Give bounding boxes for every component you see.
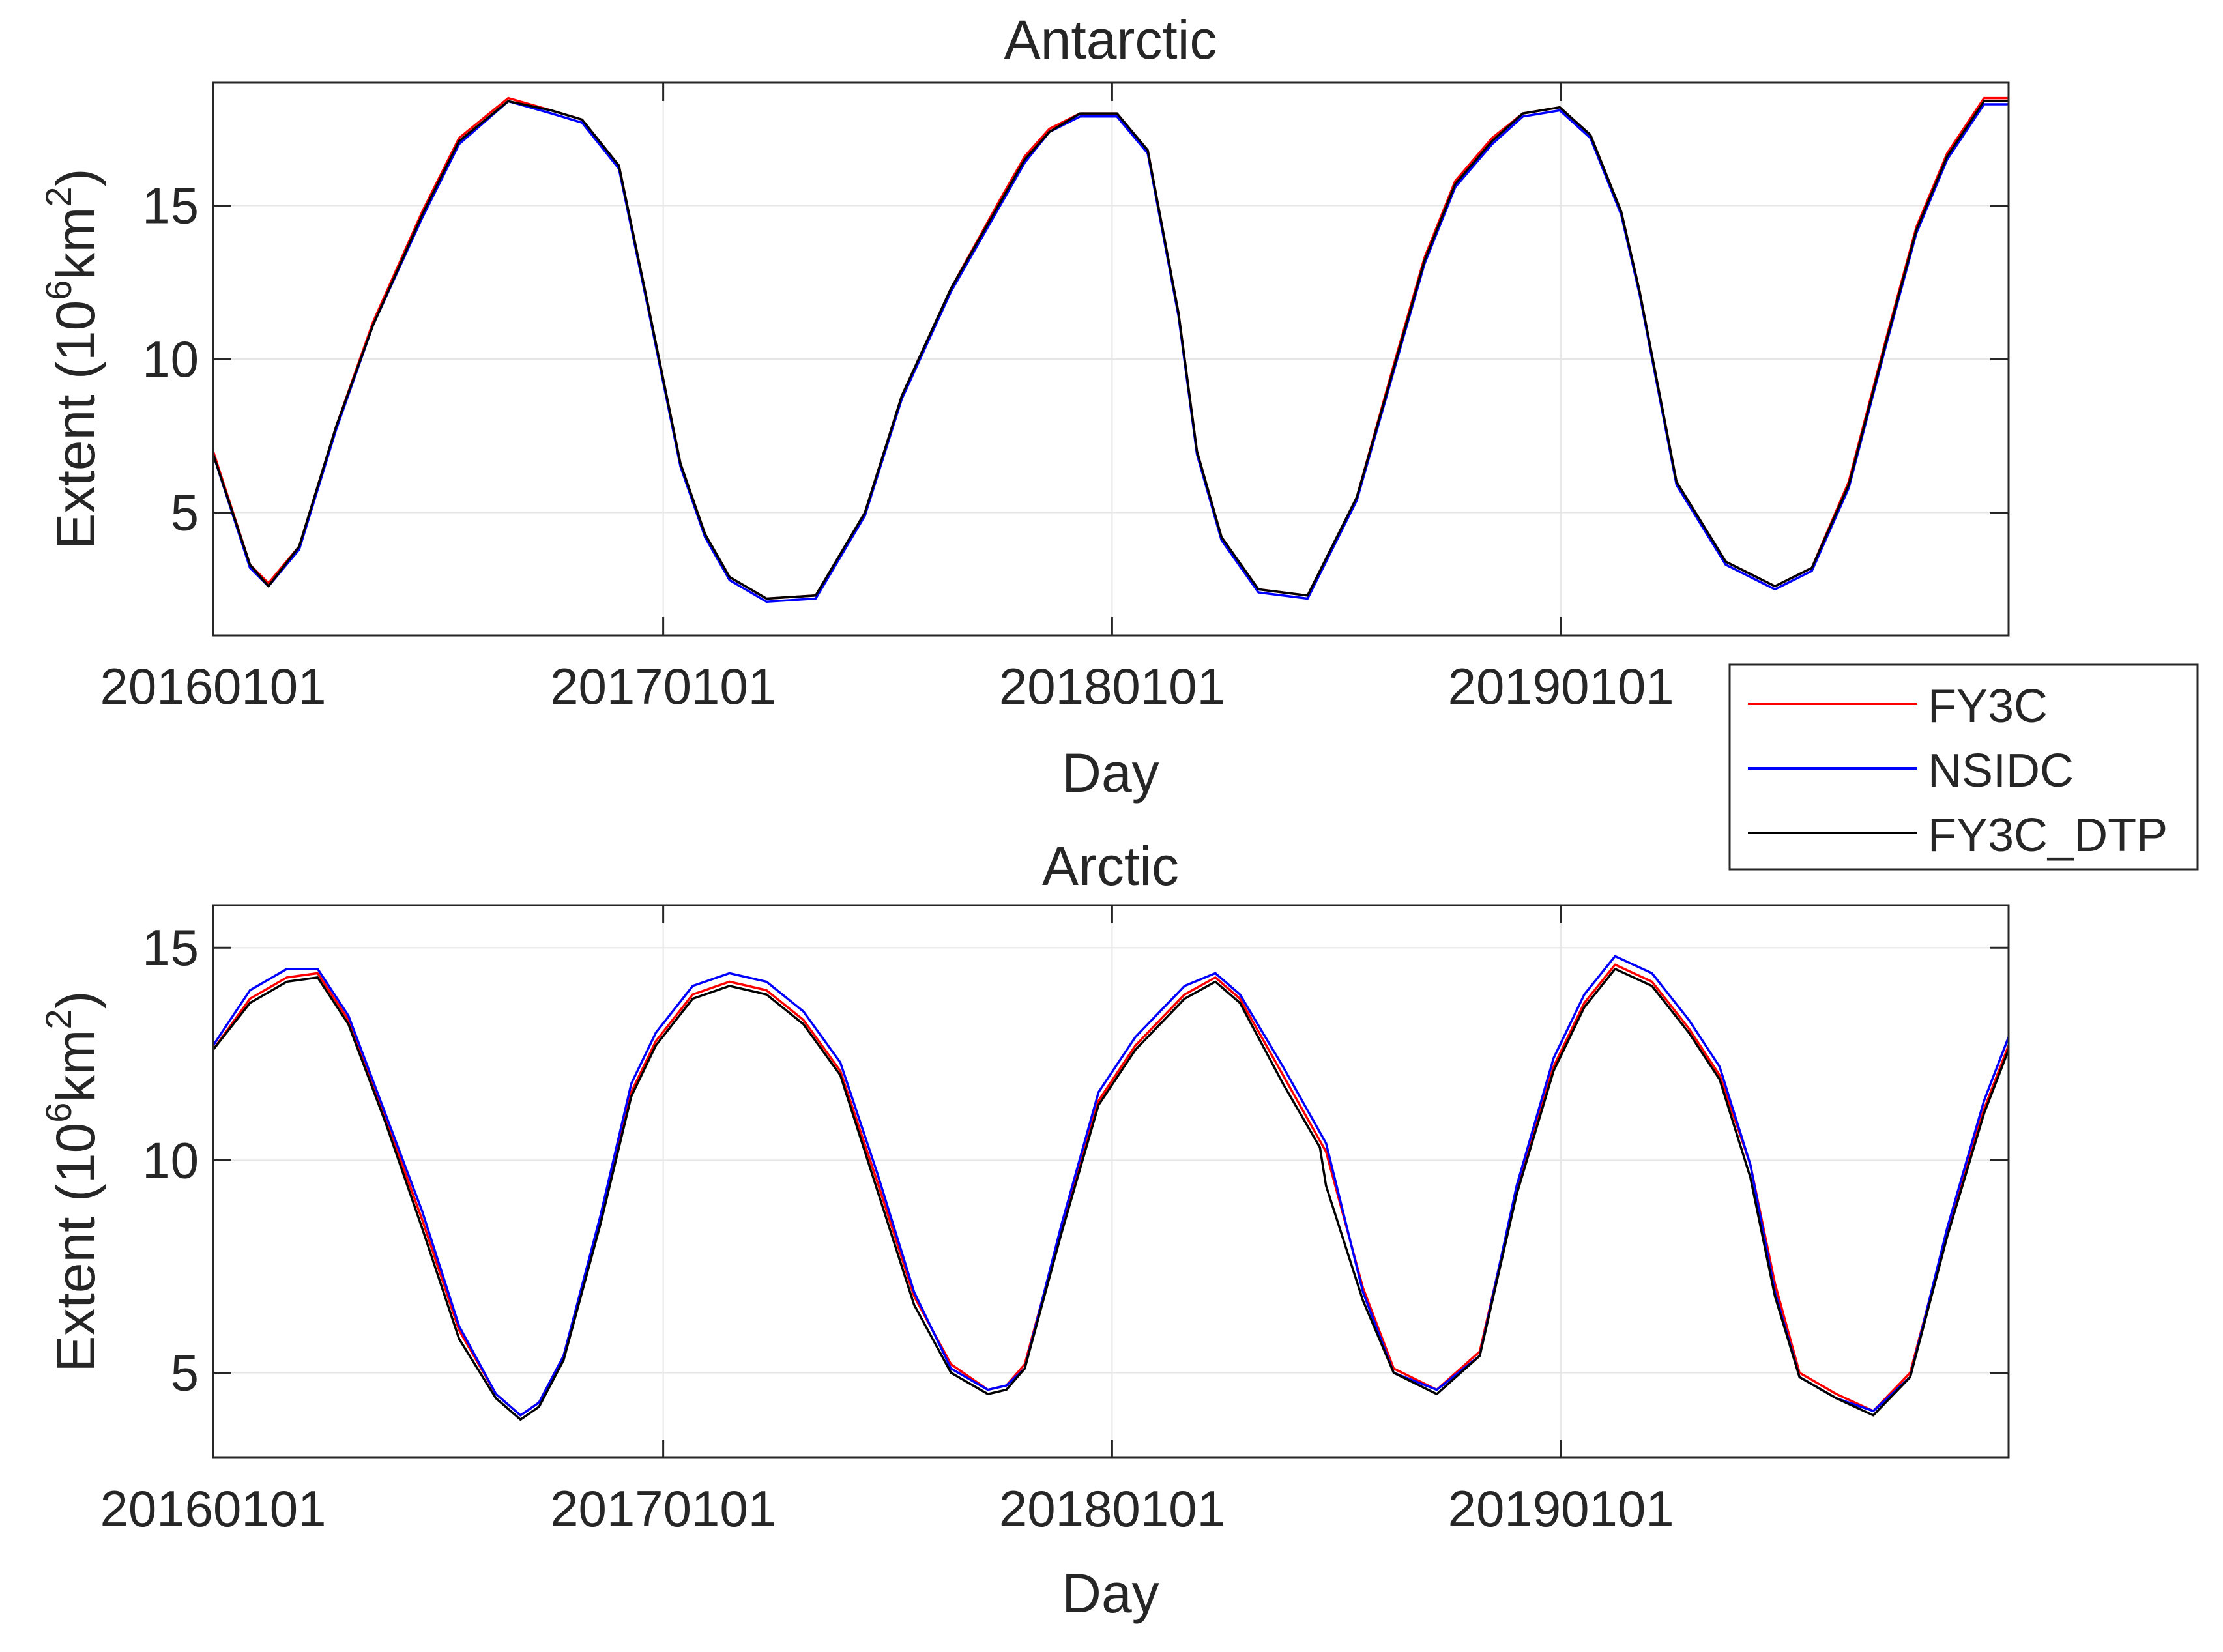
legend-label-nsidc: NSIDC: [1928, 745, 2074, 797]
y-label-km: km: [45, 1030, 106, 1103]
series-fy3c-dtp: [212, 968, 2010, 1421]
y-label-paren: ): [45, 168, 106, 186]
x-tick-label: 20160101: [100, 1480, 326, 1537]
arctic-lines: [212, 955, 2010, 1421]
antarctic-title: Antarctic: [1004, 9, 1217, 70]
y-tick-label: 15: [142, 919, 199, 976]
arctic-panel: 20160101 20170101 20180101 20190101 5 10 15 Ar…: [38, 835, 2010, 1624]
arctic-plot-area: [213, 905, 2009, 1458]
y-tick-label: 5: [171, 484, 199, 542]
y-label-sup-2: 2: [38, 186, 79, 207]
antarctic-x-axis-label: Day: [1062, 742, 1159, 804]
legend-label-fy3c: FY3C: [1928, 680, 2048, 732]
antarctic-y-axis-label: Extent (106km2): [38, 168, 106, 549]
series-nsidc: [212, 955, 2010, 1417]
series-nsidc: [212, 100, 2009, 603]
arctic-title: Arctic: [1042, 835, 1179, 897]
arctic-axes-box: [212, 904, 2010, 1459]
legend: FY3C NSIDC FY3C_DTP: [1728, 663, 2199, 871]
arctic-x-axis-label: Day: [1062, 1563, 1159, 1624]
arctic-ticks: 20160101 20170101 20180101 20190101 5 10 15: [100, 905, 2009, 1537]
x-tick-label: 20190101: [1448, 658, 1674, 715]
y-tick-label: 10: [142, 330, 199, 388]
arctic-y-axis-label: Extent (106km2): [38, 991, 106, 1372]
x-tick-label: 20190101: [1448, 1480, 1674, 1537]
antarctic-panel: 20160101 20170101 20180101 20190101 5 10 15 An…: [38, 9, 2010, 804]
antarctic-ticks: 20160101 20170101 20180101 20190101 5 10 15: [100, 83, 2009, 715]
x-tick-label: 20170101: [550, 1480, 776, 1537]
x-tick-label: 20180101: [999, 658, 1225, 715]
legend-label-fy3c-dtp: FY3C_DTP: [1928, 809, 2168, 862]
y-label-sup-2: 2: [38, 1009, 79, 1029]
antarctic-grid: [213, 83, 2009, 635]
y-label-text: Extent (10: [45, 300, 106, 550]
y-label-km: km: [45, 207, 106, 280]
y-tick-label: 15: [142, 177, 199, 234]
y-label-paren: ): [45, 991, 106, 1009]
x-tick-label: 20180101: [999, 1480, 1225, 1537]
y-label-text: Extent (10: [45, 1123, 106, 1372]
series-fy3c-dtp: [212, 100, 2009, 600]
x-tick-label: 20170101: [550, 658, 776, 715]
x-tick-label: 20160101: [100, 658, 326, 715]
y-label-sup-6: 6: [38, 280, 79, 300]
y-tick-label: 5: [171, 1344, 199, 1402]
antarctic-lines: [212, 96, 2009, 603]
y-tick-label: 10: [142, 1131, 199, 1189]
y-label-sup-6: 6: [38, 1103, 79, 1123]
arctic-grid: [213, 905, 2009, 1458]
